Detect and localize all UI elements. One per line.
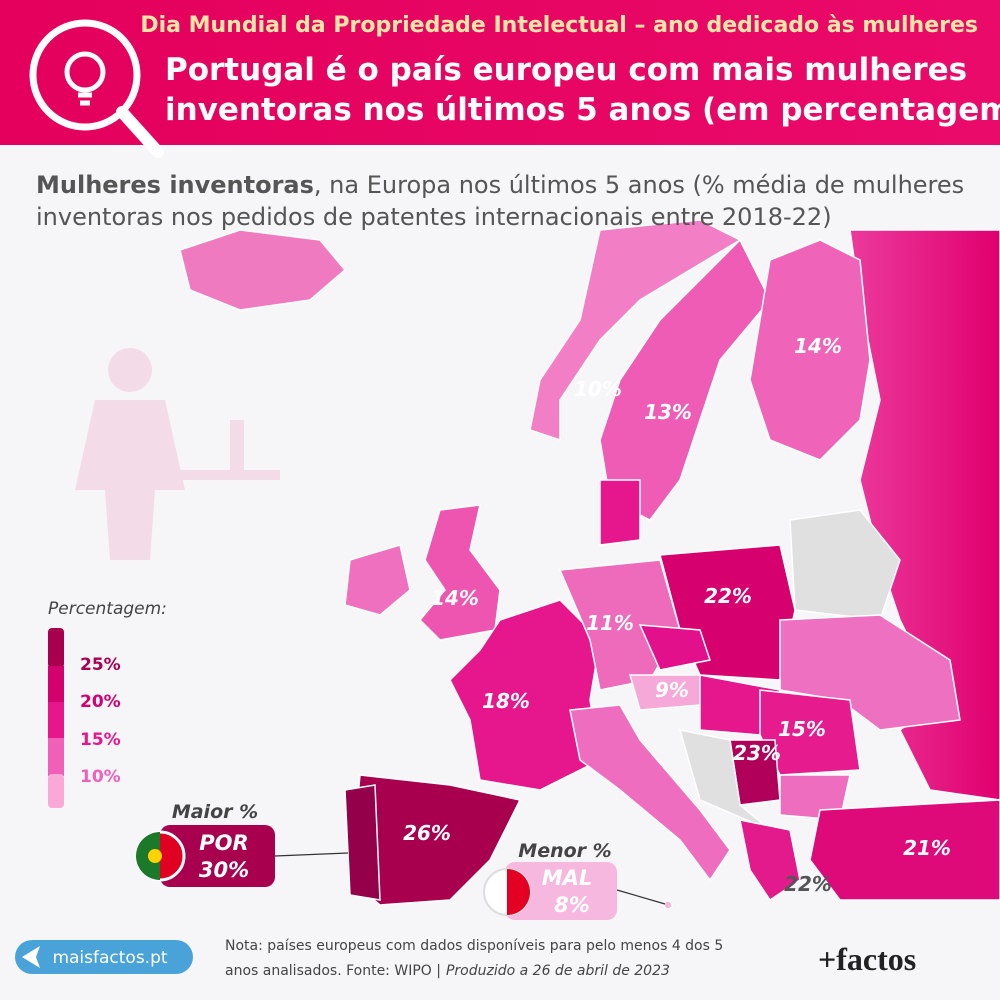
romania — [759, 689, 861, 776]
map-label: 23% — [733, 741, 781, 765]
ireland — [344, 544, 411, 616]
connector — [274, 852, 349, 857]
map-labels: 14% 10% 13% 14% 11% 22% 18% 9% 15%23% 26% 21% 22% — [403, 334, 951, 896]
map-label: 26% — [403, 821, 451, 845]
connector — [616, 889, 666, 905]
flag-portugal — [134, 830, 186, 882]
map-label: 14% — [794, 334, 842, 358]
norway — [529, 219, 742, 442]
legend-label: 15% — [80, 730, 121, 750]
iceland — [179, 229, 347, 311]
map-label: 15% — [778, 717, 826, 741]
callout-value: 8% — [554, 893, 590, 917]
belarus — [789, 509, 901, 621]
callout-box — [160, 825, 275, 887]
legend-label: 25% — [80, 655, 121, 675]
callout-value: 30% — [199, 858, 249, 882]
brand-logo: +factos — [818, 941, 916, 977]
turkey — [809, 799, 1000, 901]
title-line: inventoras nos últimos 5 anos (em percen… — [165, 92, 1000, 128]
map-label: 11% — [586, 611, 634, 635]
site-badge — [15, 940, 193, 974]
callout-code: MAL — [542, 866, 593, 890]
czechia — [638, 624, 711, 671]
subtitle: inventoras nos pedidos de patentes inter… — [36, 203, 832, 231]
note-produced: Produzido a 26 de abril de 2023 — [446, 963, 670, 979]
site: maisfactos.pt — [52, 948, 167, 968]
note: anos analisados. Fonte: WIPO | Produzido … — [225, 963, 670, 979]
callout-box — [505, 862, 617, 920]
callout-heading: Maior % — [172, 801, 258, 823]
sweden — [599, 238, 771, 521]
map-label: 14% — [431, 586, 479, 610]
kicker: Dia Mundial da Propriedade Intelectual –… — [140, 13, 978, 38]
map-label: 18% — [482, 689, 530, 713]
portugal — [344, 784, 381, 901]
legend-scale — [48, 628, 64, 808]
note-source: anos analisados. Fonte: WIPO | — [225, 963, 441, 979]
map-label: 22% — [704, 584, 752, 608]
inventor-icon — [75, 348, 280, 560]
title-line: Portugal é o país europeu com mais mulhe… — [165, 52, 967, 88]
flag-malta — [483, 868, 531, 916]
finland — [749, 239, 871, 461]
balkans — [678, 729, 771, 831]
italy — [569, 704, 731, 882]
map — [179, 219, 1000, 910]
map-label: 10% — [574, 377, 622, 401]
legend-title: Percentagem: — [48, 599, 167, 619]
map-label: 13% — [644, 400, 692, 424]
malta — [663, 900, 673, 910]
map-label: 22% — [784, 872, 832, 896]
map-label: 21% — [903, 836, 951, 860]
legend-label: 20% — [80, 692, 121, 712]
ukraine — [779, 614, 961, 731]
map-label: 9% — [655, 678, 689, 702]
site-icon — [22, 946, 40, 968]
header-band — [0, 0, 1000, 145]
subtitle-rest: , na Europa nos últimos 5 anos (% média … — [314, 171, 964, 199]
denmark — [599, 479, 641, 546]
note: Nota: países europeus com dados disponív… — [225, 938, 723, 954]
logo-icon — [29, 19, 164, 158]
callout-code: POR — [199, 831, 248, 855]
uk — [418, 504, 501, 641]
legend-label: 10% — [80, 767, 121, 787]
subtitle-bold: Mulheres inventoras — [36, 171, 314, 199]
callout-heading: Menor % — [518, 840, 611, 862]
greece — [739, 819, 801, 902]
subtitle: Mulheres inventoras, na Europa nos últim… — [36, 171, 964, 199]
